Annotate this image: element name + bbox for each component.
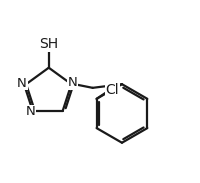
Text: N: N <box>17 77 27 90</box>
Text: SH: SH <box>39 37 58 51</box>
Text: N: N <box>67 76 77 89</box>
Text: N: N <box>26 105 36 118</box>
Text: Cl: Cl <box>105 83 119 97</box>
